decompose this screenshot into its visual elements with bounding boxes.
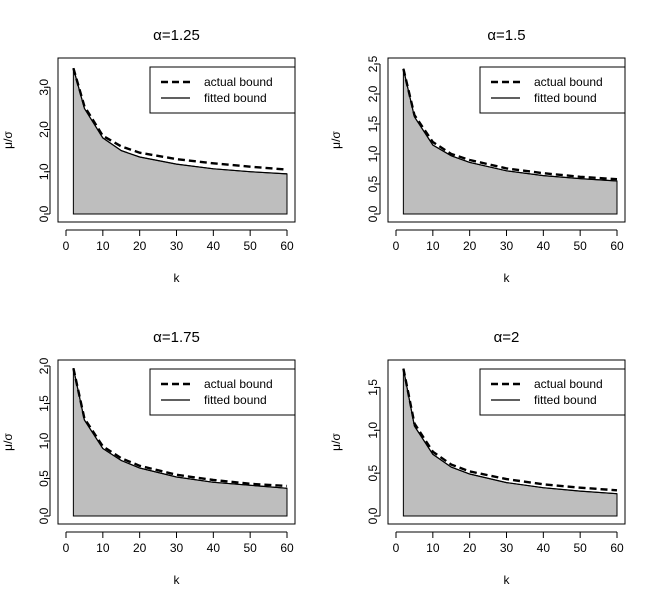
x-tick-label: 40 bbox=[207, 239, 221, 253]
x-tick-label: 20 bbox=[463, 541, 477, 555]
x-tick-label: 40 bbox=[207, 541, 221, 555]
x-tick-label: 40 bbox=[537, 541, 551, 555]
y-tick-label: 1.0 bbox=[37, 432, 51, 449]
legend-label-fitted-bound: fitted bound bbox=[534, 393, 597, 407]
y-tick-label: 2.0 bbox=[37, 121, 51, 138]
y-tick-label: 1.5 bbox=[366, 379, 380, 396]
x-axis-label: k bbox=[504, 573, 511, 587]
y-axis-label: μ/σ bbox=[329, 433, 343, 451]
y-axis-label: μ/σ bbox=[1, 433, 15, 451]
x-axis-label: k bbox=[174, 271, 181, 285]
y-tick-label: 1.0 bbox=[366, 145, 380, 162]
x-tick-label: 50 bbox=[243, 541, 257, 555]
x-tick-label: 10 bbox=[426, 541, 440, 555]
panel-3: α=1.75 0 10 20 30 40 50 60 k 0.0 0.5 1.0 1.5 2.0 μ/σ ac… bbox=[1, 329, 296, 587]
legend-box bbox=[479, 368, 626, 416]
plot-frame bbox=[387, 359, 626, 525]
series-line-fitted-bound bbox=[402, 68, 618, 182]
x-tick-label: 60 bbox=[610, 541, 624, 555]
x-tick-label: 20 bbox=[133, 541, 147, 555]
x-tick-label: 40 bbox=[537, 239, 551, 253]
y-tick-label: 0.5 bbox=[37, 470, 51, 487]
y-tick-label: 0.5 bbox=[366, 175, 380, 192]
series-line-actual-bound bbox=[402, 68, 618, 181]
x-tick-label: 50 bbox=[243, 239, 257, 253]
y-tick-label: 1.0 bbox=[37, 163, 51, 180]
x-tick-label: 20 bbox=[133, 239, 147, 253]
legend-label-actual-bound: actual bound bbox=[534, 377, 603, 391]
series-line-actual-bound bbox=[402, 368, 618, 492]
y-tick-label: 3.0 bbox=[37, 79, 51, 96]
chart-title: α=2 bbox=[494, 329, 520, 346]
series-line-fitted-bound bbox=[72, 68, 288, 175]
plot-frame bbox=[57, 57, 296, 223]
legend-box bbox=[479, 66, 626, 114]
x-tick-label: 0 bbox=[393, 541, 400, 555]
plot-frame bbox=[57, 359, 296, 525]
x-tick-label: 30 bbox=[170, 239, 184, 253]
x-tick-label: 10 bbox=[426, 239, 440, 253]
y-axis-label: μ/σ bbox=[1, 131, 15, 149]
x-tick-label: 10 bbox=[96, 541, 110, 555]
legend-label-fitted-bound: fitted bound bbox=[534, 91, 597, 105]
panel-1: α=1.25 0 10 20 30 40 50 60 k 0.0 1.0 2.0 3.0 μ/σ actua… bbox=[1, 27, 296, 285]
x-axis-label: k bbox=[504, 271, 511, 285]
series-line-fitted-bound bbox=[72, 368, 288, 489]
y-axis-label: μ/σ bbox=[329, 131, 343, 149]
x-tick-label: 60 bbox=[280, 239, 294, 253]
y-tick-label: 1.5 bbox=[37, 395, 51, 412]
x-tick-label: 60 bbox=[610, 239, 624, 253]
y-tick-label: 2.0 bbox=[37, 357, 51, 374]
x-tick-label: 30 bbox=[500, 239, 514, 253]
x-tick-label: 0 bbox=[393, 239, 400, 253]
y-tick-label: 0.0 bbox=[366, 205, 380, 222]
x-tick-label: 50 bbox=[573, 541, 587, 555]
x-tick-label: 30 bbox=[170, 541, 184, 555]
y-tick-label: 1.5 bbox=[366, 115, 380, 132]
x-tick-label: 0 bbox=[63, 239, 70, 253]
y-tick-label: 2.0 bbox=[366, 85, 380, 102]
panel-4: α=2 0 10 20 30 40 50 60 k 0.0 0.5 1.0 1.5 μ/σ actual b… bbox=[329, 329, 626, 587]
legend-label-actual-bound: actual bound bbox=[204, 75, 273, 89]
x-tick-label: 0 bbox=[63, 541, 70, 555]
y-tick-label: 1.0 bbox=[366, 422, 380, 439]
y-tick-label: 2.5 bbox=[366, 55, 380, 72]
y-tick-label: 0.0 bbox=[37, 507, 51, 524]
y-tick-label: 0.5 bbox=[366, 464, 380, 481]
x-tick-label: 30 bbox=[500, 541, 514, 555]
chart-title: α=1.25 bbox=[153, 27, 200, 44]
x-tick-label: 60 bbox=[280, 541, 294, 555]
legend-label-actual-bound: actual bound bbox=[204, 377, 273, 391]
legend-box bbox=[149, 66, 296, 114]
x-tick-label: 50 bbox=[573, 239, 587, 253]
plot-frame bbox=[387, 57, 626, 223]
y-tick-label: 0.0 bbox=[37, 205, 51, 222]
legend-label-actual-bound: actual bound bbox=[534, 75, 603, 89]
chart-title: α=1.75 bbox=[153, 329, 200, 346]
x-axis-label: k bbox=[174, 573, 181, 587]
y-tick-label: 0.0 bbox=[366, 507, 380, 524]
series-line-actual-bound bbox=[72, 368, 288, 488]
legend-label-fitted-bound: fitted bound bbox=[204, 91, 267, 105]
x-tick-label: 10 bbox=[96, 239, 110, 253]
series-line-actual-bound bbox=[72, 67, 288, 171]
panel-2: α=1.5 0 10 20 30 40 50 60 k 0.0 0.5 1.0 1.5 2.0 2.5 μ/σ… bbox=[329, 27, 626, 285]
x-tick-label: 20 bbox=[463, 239, 477, 253]
chart-title: α=1.5 bbox=[487, 27, 525, 44]
legend-box bbox=[149, 368, 296, 416]
legend-label-fitted-bound: fitted bound bbox=[204, 393, 267, 407]
series-line-fitted-bound bbox=[402, 368, 618, 495]
